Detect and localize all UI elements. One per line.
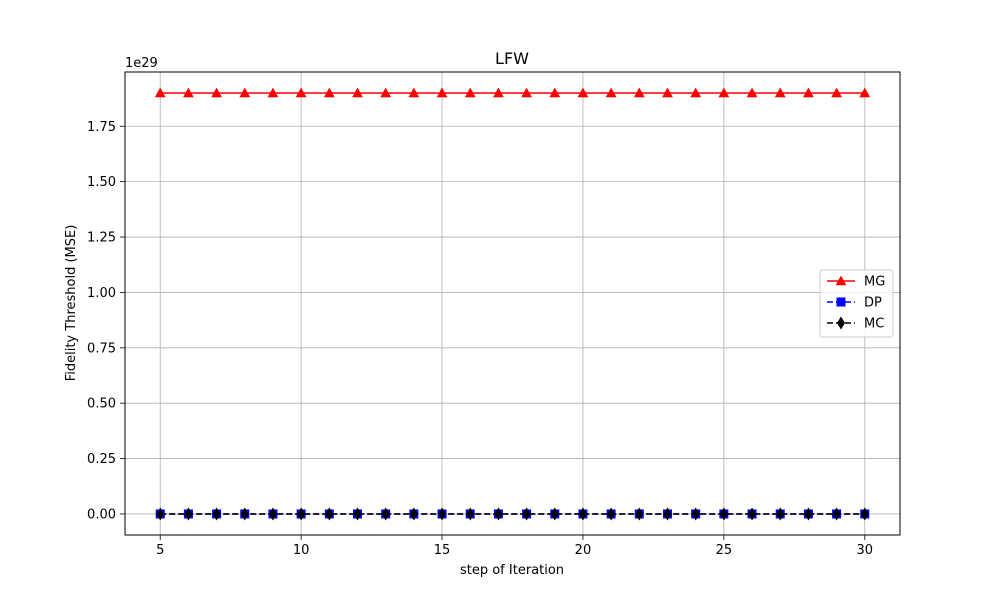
grid	[125, 72, 900, 535]
data-point-mc	[719, 507, 728, 521]
data-point-mg	[605, 87, 617, 98]
data-point-mc	[438, 507, 447, 521]
data-point-mg	[774, 87, 786, 98]
data-point-mg	[492, 87, 504, 98]
data-point-mc	[607, 507, 616, 521]
data-point-mg	[436, 87, 448, 98]
data-point-mc	[297, 507, 306, 521]
x-tick-label: 15	[434, 543, 451, 558]
data-point-mg	[521, 87, 533, 98]
data-point-mc	[212, 507, 221, 521]
data-point-mc	[804, 507, 813, 521]
y-tick-label: 0.25	[87, 452, 116, 467]
legend-marker	[837, 316, 845, 330]
data-point-mc	[522, 507, 531, 521]
legend-item-mg: MG	[827, 275, 885, 290]
data-point-mc	[860, 507, 869, 521]
y-tick-label: 1.00	[87, 286, 116, 301]
y-tick-label: 0.75	[87, 341, 116, 356]
x-axis-label: step of Iteration	[460, 563, 564, 578]
data-point-mc	[466, 507, 475, 521]
y-tick-label: 1.25	[87, 231, 116, 246]
data-point-mg	[464, 87, 476, 98]
data-point-mg	[295, 87, 307, 98]
chart-title: LFW	[495, 49, 529, 68]
data-point-mc	[381, 507, 390, 521]
legend-box	[819, 269, 894, 338]
data-point-mc	[663, 507, 672, 521]
data-point-mg	[154, 87, 166, 98]
legend-marker	[835, 275, 847, 286]
data-point-mg	[408, 87, 420, 98]
x-tick-label: 5	[156, 543, 164, 558]
x-tick-label: 10	[293, 543, 310, 558]
x-tick-label: 20	[575, 543, 592, 558]
x-tick-label: 30	[856, 543, 873, 558]
legend-label: MG	[864, 275, 885, 290]
data-point-mg	[633, 87, 645, 98]
data-point-mg	[182, 87, 194, 98]
data-point-mg	[577, 87, 589, 98]
data-point-mc	[184, 507, 193, 521]
series-layer	[154, 87, 871, 521]
legend-label: MC	[864, 317, 884, 332]
data-point-mg	[662, 87, 673, 98]
y-tick-label: 1.75	[87, 120, 116, 135]
data-point-mc	[748, 507, 757, 521]
data-point-mc	[353, 507, 362, 521]
data-point-mg	[323, 87, 335, 98]
data-point-mg	[380, 87, 392, 98]
data-point-mc	[268, 507, 277, 521]
legend-marker	[836, 297, 846, 307]
data-point-mg	[831, 87, 843, 98]
data-point-mg	[802, 87, 814, 98]
y-tick-label: 0.00	[87, 507, 116, 522]
data-point-mc	[635, 507, 644, 521]
data-point-mc	[240, 507, 249, 521]
series-mc	[156, 507, 869, 521]
data-point-mg	[239, 87, 251, 98]
legend: MG DP MC	[819, 269, 894, 338]
data-point-mc	[409, 507, 418, 521]
plot-frame	[124, 71, 901, 536]
data-point-mc	[550, 507, 559, 521]
data-point-mc	[776, 507, 785, 521]
data-point-mc	[832, 507, 841, 521]
data-point-mg	[352, 87, 363, 98]
ticks: 5 10 15 20 25 30 0.00 0.25 0.50 0.75 1.00 1.25 1.50 1…	[87, 120, 873, 558]
data-point-mg	[549, 87, 561, 98]
legend-item-dp: DP	[827, 296, 882, 311]
y-tick-label: 1.50	[87, 175, 116, 190]
data-point-mc	[691, 507, 700, 521]
data-point-mg	[267, 87, 279, 98]
data-point-mg	[859, 87, 871, 98]
data-point-mg	[690, 87, 702, 98]
x-tick-label: 25	[716, 543, 733, 558]
y-axis-label: Fidelity Threshold (MSE)	[64, 225, 79, 382]
data-point-mg	[746, 87, 758, 98]
data-point-mc	[578, 507, 587, 521]
legend-item-mc: MC	[827, 316, 884, 332]
data-point-mc	[325, 507, 334, 521]
data-point-mg	[211, 87, 223, 98]
y-offset-text: 1e29	[125, 56, 158, 71]
data-point-mc	[156, 507, 165, 521]
series-mg	[154, 87, 871, 98]
data-point-mc	[494, 507, 503, 521]
y-tick-label: 0.50	[87, 397, 116, 412]
data-point-mg	[718, 87, 730, 98]
legend-label: DP	[864, 296, 882, 311]
